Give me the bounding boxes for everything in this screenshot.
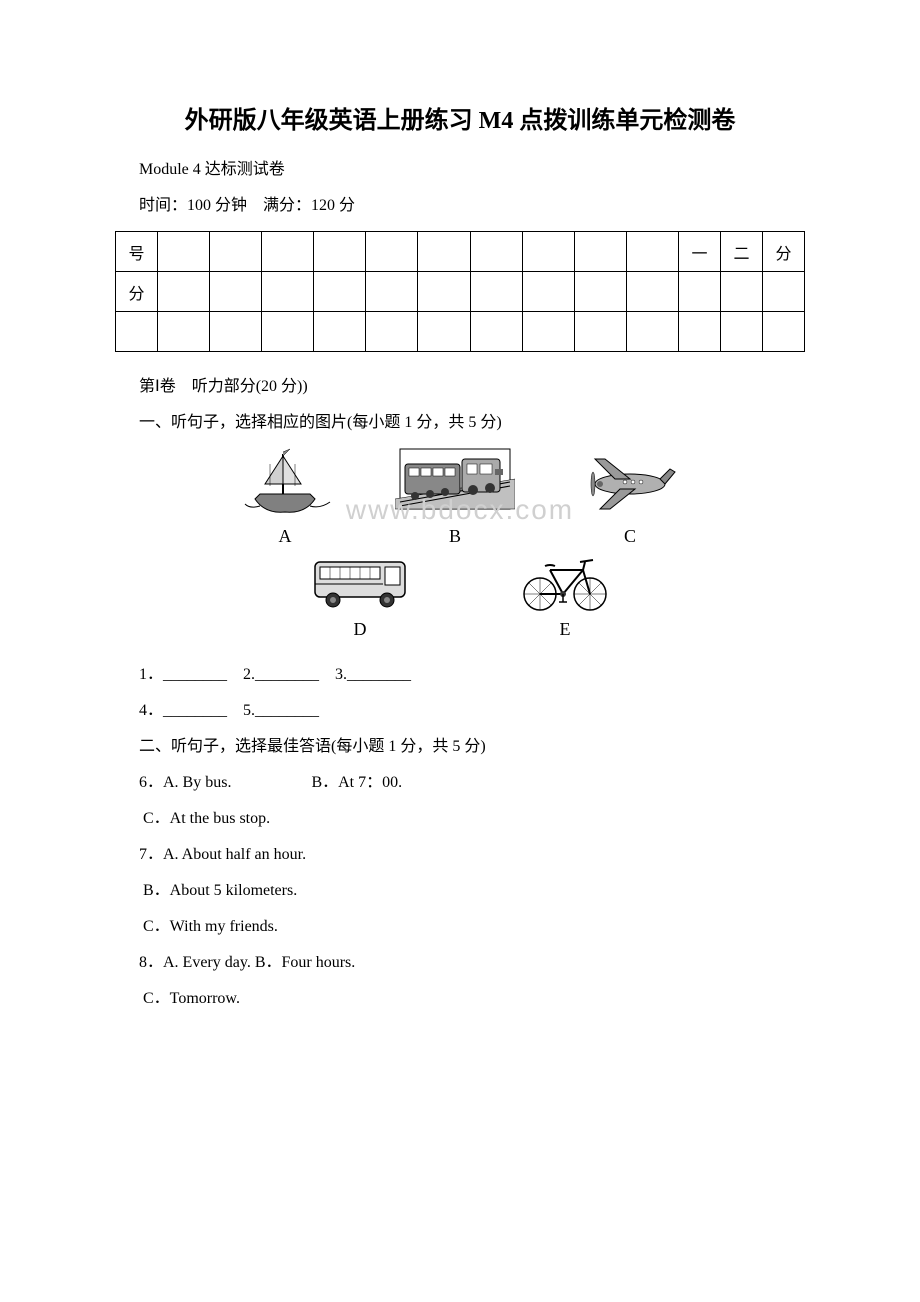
table-cell (314, 312, 366, 352)
train-icon (395, 444, 515, 524)
table-cell (522, 232, 574, 272)
table-cell (679, 312, 721, 352)
time-score-info: 时间：100 分钟 满分：120 分 (115, 191, 805, 215)
table-cell (158, 312, 210, 352)
question-6-option-c: C．At the bus stop. (115, 804, 805, 828)
image-item-c: C (575, 444, 685, 547)
table-cell (522, 272, 574, 312)
table-cell (116, 312, 158, 352)
image-item-e: E (515, 552, 615, 640)
image-item-a: A (235, 444, 335, 547)
table-cell (470, 232, 522, 272)
table-cell (418, 272, 470, 312)
table-cell (262, 312, 314, 352)
question-8: 8．A. Every day. B．Four hours. (115, 948, 805, 972)
table-cell (314, 272, 366, 312)
image-item-d: D (305, 552, 415, 640)
image-label-b: B (449, 526, 461, 547)
table-cell (574, 312, 626, 352)
table-cell (210, 232, 262, 272)
table-cell (574, 272, 626, 312)
table-cell: 二 (721, 232, 763, 272)
table-cell (679, 272, 721, 312)
table-cell (626, 312, 678, 352)
table-cell (418, 312, 470, 352)
table-cell (158, 272, 210, 312)
table-cell (210, 272, 262, 312)
table-cell (626, 272, 678, 312)
images-container: A B (115, 444, 805, 640)
question-7-option-c: C．With my friends. (115, 912, 805, 936)
table-cell (470, 272, 522, 312)
table-cell (366, 232, 418, 272)
table-row (116, 312, 805, 352)
table-row: 号 一 二 分 (116, 232, 805, 272)
table-cell: 一 (679, 232, 721, 272)
module-subtitle: Module 4 达标测试卷 (115, 155, 805, 179)
table-cell (522, 312, 574, 352)
image-label-a: A (279, 526, 292, 547)
image-label-c: C (624, 526, 636, 547)
table-cell (314, 232, 366, 272)
table-cell (366, 272, 418, 312)
table-cell (721, 272, 763, 312)
blanks-line-1: 1．________ 2.________ 3.________ (115, 660, 805, 684)
table-cell (721, 312, 763, 352)
table-cell (210, 312, 262, 352)
image-label-d: D (354, 619, 367, 640)
question-8-option-c: C．Tomorrow. (115, 984, 805, 1008)
document-title: 外研版八年级英语上册练习 M4 点拨训练单元检测卷 (115, 100, 805, 135)
bus-icon (305, 552, 415, 617)
bicycle-icon (515, 552, 615, 617)
table-cell (262, 232, 314, 272)
table-cell (366, 312, 418, 352)
question-7-option-b: B．About 5 kilometers. (115, 876, 805, 900)
image-label-e: E (560, 619, 571, 640)
table-cell (262, 272, 314, 312)
section2-instruction: 二、听句子，选择最佳答语(每小题 1 分，共 5 分) (115, 732, 805, 756)
question-7: 7．A. About half an hour. (115, 840, 805, 864)
table-cell (158, 232, 210, 272)
table-cell: 分 (116, 272, 158, 312)
ship-icon (235, 444, 335, 524)
score-table: 号 一 二 分 分 (115, 231, 805, 352)
table-cell (763, 312, 805, 352)
question-6: 6．A. By bus. B．At 7：00. (115, 768, 805, 792)
table-cell (763, 272, 805, 312)
table-cell: 号 (116, 232, 158, 272)
table-cell (470, 312, 522, 352)
table-cell (626, 232, 678, 272)
table-row: 分 (116, 272, 805, 312)
blanks-line-2: 4．________ 5.________ (115, 696, 805, 720)
table-cell (418, 232, 470, 272)
plane-icon (575, 444, 685, 524)
section1-instruction: 一、听句子，选择相应的图片(每小题 1 分，共 5 分) (115, 408, 805, 432)
part1-header: 第Ⅰ卷 听力部分(20 分)) (115, 372, 805, 396)
image-item-b: B (395, 444, 515, 547)
table-cell: 分 (763, 232, 805, 272)
table-cell (574, 232, 626, 272)
